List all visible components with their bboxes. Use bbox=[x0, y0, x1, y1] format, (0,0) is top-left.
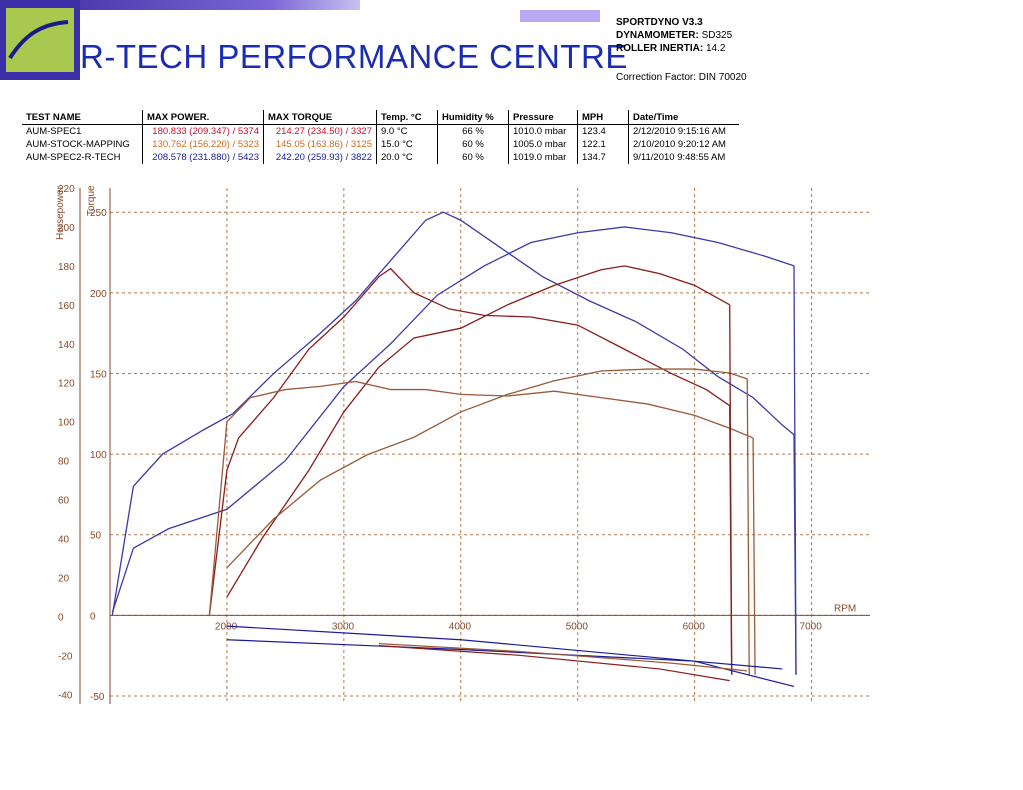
hp-tick-label: 60 bbox=[58, 496, 70, 507]
series-line-power bbox=[226, 368, 748, 569]
hp-tick-label: 20 bbox=[58, 573, 70, 584]
cell-pressure: 1005.0 mbar bbox=[508, 138, 578, 151]
cell-humidity: 60 % bbox=[437, 151, 509, 164]
runs-table: TEST NAME MAX POWER. MAX TORQUE Temp. °C… bbox=[22, 110, 739, 164]
x-tick-label: 5000 bbox=[566, 621, 589, 632]
cell-date: 9/11/2010 9:48:55 AM bbox=[628, 151, 739, 164]
hp-tick-label: 80 bbox=[58, 457, 70, 468]
dynamometer-value: SD325 bbox=[701, 30, 733, 41]
header-banner: R-TECH PERFORMANCE CENTRE bbox=[0, 0, 1023, 80]
x-tick-label: 7000 bbox=[800, 621, 823, 632]
x-axis-label: RPM bbox=[834, 603, 856, 614]
col-date: Date/Time bbox=[628, 110, 739, 125]
series-line-torque bbox=[208, 380, 754, 616]
loss-line bbox=[226, 639, 795, 688]
cell-date: 2/10/2010 9:20:12 AM bbox=[628, 138, 739, 151]
cell-max-torque: 145.05 (163.86) / 3125 bbox=[263, 138, 377, 151]
cell-test-name: AUM-SPEC1 bbox=[26, 126, 82, 137]
run-end-line bbox=[746, 378, 750, 675]
cell-max-torque: 214.27 (234.50) / 3327 bbox=[263, 124, 377, 138]
series-line-torque bbox=[208, 267, 731, 616]
col-max-power: MAX POWER. bbox=[142, 110, 264, 125]
cell-humidity: 60 % bbox=[437, 138, 509, 151]
torque-tick-label: 100 bbox=[90, 450, 107, 461]
col-max-torque: MAX TORQUE bbox=[263, 110, 377, 125]
loss-line bbox=[226, 625, 783, 670]
hp-tick-label: 160 bbox=[58, 301, 75, 312]
torque-tick-label: 50 bbox=[90, 531, 102, 542]
y-axis-label-left: Horsepower bbox=[55, 185, 66, 240]
correction-factor: Correction Factor: DIN 70020 bbox=[616, 72, 747, 83]
dynamometer-label: DYNAMOMETER: bbox=[616, 30, 699, 41]
col-humidity: Humidity % bbox=[437, 110, 509, 125]
cell-date: 2/12/2010 9:15:16 AM bbox=[628, 124, 739, 138]
series-line-power bbox=[226, 265, 731, 598]
roller-label: ROLLER INERTIA: bbox=[616, 43, 704, 54]
table-row: AUM-SPEC1 180.833 (209.347) / 5374 214.27 … bbox=[22, 124, 739, 138]
roller-value: 14.2 bbox=[706, 43, 726, 54]
torque-tick-label: -50 bbox=[90, 692, 105, 703]
torque-tick-label: 200 bbox=[90, 289, 107, 300]
cell-max-power: 130.762 (156.220) / 5323 bbox=[142, 138, 264, 151]
run-end-line bbox=[729, 304, 733, 675]
hp-tick-label: 200 bbox=[58, 223, 75, 234]
table-row: AUM-SPEC2-R-TECH 208.578 (231.880) / 5423… bbox=[22, 151, 739, 164]
torque-tick-label: 0 bbox=[90, 611, 96, 622]
cell-humidity: 66 % bbox=[437, 124, 509, 138]
hp-tick-label: 100 bbox=[58, 418, 75, 429]
cell-mph: 134.7 bbox=[577, 151, 629, 164]
run-end-line bbox=[752, 437, 756, 675]
cell-temp: 20.0 °C bbox=[376, 151, 438, 164]
cell-max-power: 208.578 (231.880) / 5423 bbox=[142, 151, 264, 164]
cell-pressure: 1010.0 mbar bbox=[508, 124, 578, 138]
loss-line bbox=[378, 643, 748, 672]
loss-line bbox=[378, 644, 730, 682]
table-header-row: TEST NAME MAX POWER. MAX TORQUE Temp. °C… bbox=[22, 110, 739, 125]
hp-tick-label: 220 bbox=[58, 184, 75, 195]
cell-mph: 123.4 bbox=[577, 124, 629, 138]
cell-temp: 15.0 °C bbox=[376, 138, 438, 151]
hp-tick-label: -40 bbox=[58, 690, 73, 701]
col-pressure: Pressure bbox=[508, 110, 578, 125]
cell-pressure: 1019.0 mbar bbox=[508, 151, 578, 164]
hp-tick-label: 0 bbox=[58, 612, 64, 623]
col-temp: Temp. °C bbox=[376, 110, 438, 125]
torque-tick-label: 250 bbox=[90, 208, 107, 219]
company-name: R-TECH PERFORMANCE CENTRE bbox=[80, 38, 628, 75]
cell-test-name: AUM-STOCK-MAPPING bbox=[26, 139, 130, 150]
logo-icon bbox=[6, 8, 74, 72]
cell-mph: 122.1 bbox=[577, 138, 629, 151]
hp-tick-label: 180 bbox=[58, 262, 75, 273]
run-end-line bbox=[793, 265, 797, 675]
software-name: SPORTDYNO V3.3 bbox=[616, 17, 703, 28]
series-line-torque bbox=[111, 211, 795, 616]
cell-test-name: AUM-SPEC2-R-TECH bbox=[26, 152, 121, 163]
x-tick-label: 2000 bbox=[215, 621, 238, 632]
hp-tick-label: 40 bbox=[58, 534, 70, 545]
x-tick-label: 4000 bbox=[449, 621, 472, 632]
hp-tick-label: -20 bbox=[58, 651, 73, 662]
dyno-chart: 2000 3000 4000 5000 6000 7000-500501001502002… bbox=[55, 184, 870, 704]
col-mph: MPH bbox=[577, 110, 629, 125]
x-tick-label: 6000 bbox=[683, 621, 706, 632]
hp-tick-label: 120 bbox=[58, 379, 75, 390]
torque-tick-label: 150 bbox=[90, 369, 107, 380]
cell-max-power: 180.833 (209.347) / 5374 bbox=[142, 124, 264, 138]
col-test-name: TEST NAME bbox=[22, 110, 143, 125]
cell-max-torque: 242.20 (259.93) / 3822 bbox=[263, 151, 377, 164]
y-axis-label-right: Torque bbox=[86, 185, 97, 216]
x-tick-label: 3000 bbox=[332, 621, 355, 632]
cell-temp: 9.0 °C bbox=[376, 124, 438, 138]
hp-tick-label: 140 bbox=[58, 340, 75, 351]
table-row: AUM-STOCK-MAPPING 130.762 (156.220) / 532… bbox=[22, 138, 739, 151]
dyno-info: SPORTDYNO V3.3 DYNAMOMETER: SD325 ROLLER… bbox=[616, 16, 732, 55]
series-line-power bbox=[111, 226, 795, 613]
